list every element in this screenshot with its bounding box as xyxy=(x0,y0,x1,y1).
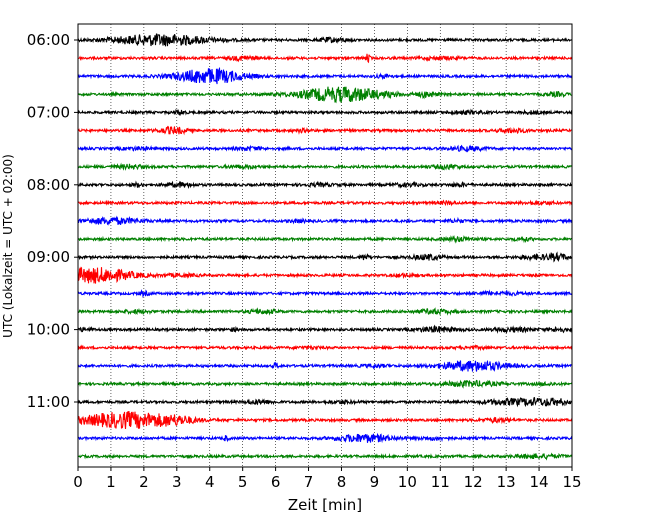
y-axis-label: UTC (Lokalzeit = UTC + 02:00) xyxy=(1,154,15,338)
trace-0745 xyxy=(78,164,572,170)
trace-0900 xyxy=(78,253,572,261)
trace-series xyxy=(78,34,572,459)
trace-0845 xyxy=(78,237,572,242)
x-tick-label: 5 xyxy=(238,473,248,491)
y-tick-label: 09:00 xyxy=(27,248,70,266)
x-tick-label: 11 xyxy=(431,473,450,491)
x-tick-label: 15 xyxy=(562,473,581,491)
x-tick-label: 12 xyxy=(464,473,483,491)
x-tick-label: 14 xyxy=(530,473,549,491)
x-tick-label: 1 xyxy=(106,473,116,491)
trace-1100 xyxy=(78,398,572,406)
x-tick-label: 6 xyxy=(271,473,281,491)
x-axis-label: Zeit [min] xyxy=(288,496,362,514)
x-tick-label: 3 xyxy=(172,473,182,491)
x-axis-ticks: 0 1 2 3 4 5 6 7 8 9 10 11 12 13 14 15 xyxy=(73,467,581,491)
x-tick-label: 4 xyxy=(205,473,215,491)
x-tick-label: 13 xyxy=(497,473,516,491)
trace-1115 xyxy=(78,411,572,429)
trace-0645 xyxy=(78,87,572,103)
trace-0630 xyxy=(78,68,572,84)
trace-1145 xyxy=(78,453,572,459)
trace-0915 xyxy=(78,267,572,283)
trace-0715 xyxy=(78,126,572,134)
trace-0615 xyxy=(78,54,572,62)
x-tick-label: 0 xyxy=(73,473,83,491)
x-tick-label: 8 xyxy=(337,473,347,491)
x-tick-label: 2 xyxy=(139,473,149,491)
trace-0930 xyxy=(78,291,572,296)
trace-0830 xyxy=(78,217,572,225)
trace-0800 xyxy=(78,182,572,187)
trace-0730 xyxy=(78,146,572,151)
trace-1045 xyxy=(78,380,572,387)
y-tick-label: 10:00 xyxy=(27,321,70,339)
trace-0945 xyxy=(78,309,572,314)
y-tick-label: 11:00 xyxy=(27,393,70,411)
trace-1000 xyxy=(78,326,572,333)
trace-0815 xyxy=(78,201,572,206)
trace-1130 xyxy=(78,434,572,443)
y-axis-ticks: 06:00 07:00 08:00 09:00 10:00 11:00 xyxy=(27,31,78,411)
y-tick-label: 07:00 xyxy=(27,103,70,121)
x-tick-label: 9 xyxy=(370,473,380,491)
y-tick-label: 08:00 xyxy=(27,176,70,194)
x-tick-label: 10 xyxy=(398,473,417,491)
trace-0600 xyxy=(78,34,572,47)
y-tick-label: 06:00 xyxy=(27,31,70,49)
trace-1015 xyxy=(78,346,572,350)
trace-1030 xyxy=(78,361,572,372)
trace-0700 xyxy=(78,110,572,116)
x-tick-label: 7 xyxy=(304,473,314,491)
